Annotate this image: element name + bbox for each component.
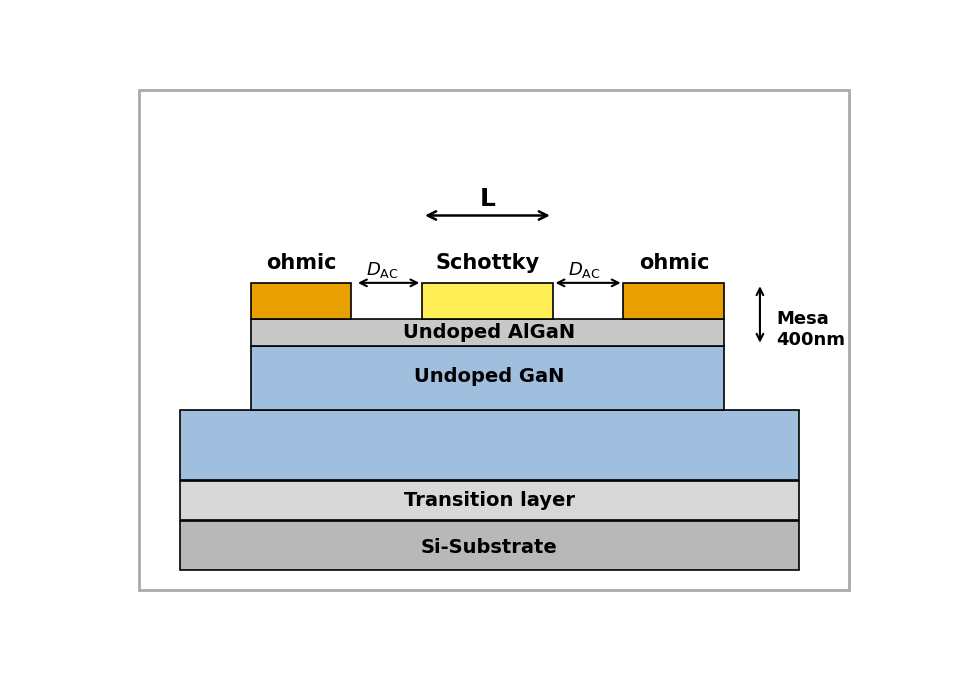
Bar (251, 345, 724, 411)
Bar (180, 481, 798, 520)
Bar (180, 411, 798, 481)
Bar (180, 521, 798, 571)
Bar (251, 283, 351, 318)
Text: Mesa
400nm: Mesa 400nm (776, 310, 845, 349)
Bar (422, 283, 552, 318)
Bar (251, 318, 724, 345)
Text: Undoped GaN: Undoped GaN (413, 367, 564, 386)
Bar (623, 283, 724, 318)
Text: Undoped AlGaN: Undoped AlGaN (403, 322, 575, 342)
Text: ohmic: ohmic (266, 253, 336, 273)
Text: Transition layer: Transition layer (404, 491, 575, 510)
FancyBboxPatch shape (138, 90, 848, 590)
Text: Schottky: Schottky (435, 253, 539, 273)
Text: $D_{\rm AC}$: $D_{\rm AC}$ (568, 260, 601, 280)
Text: $D_{\rm AC}$: $D_{\rm AC}$ (366, 260, 399, 280)
Text: ohmic: ohmic (638, 253, 708, 273)
Text: Si-Substrate: Si-Substrate (421, 538, 557, 557)
Text: L: L (480, 187, 495, 211)
